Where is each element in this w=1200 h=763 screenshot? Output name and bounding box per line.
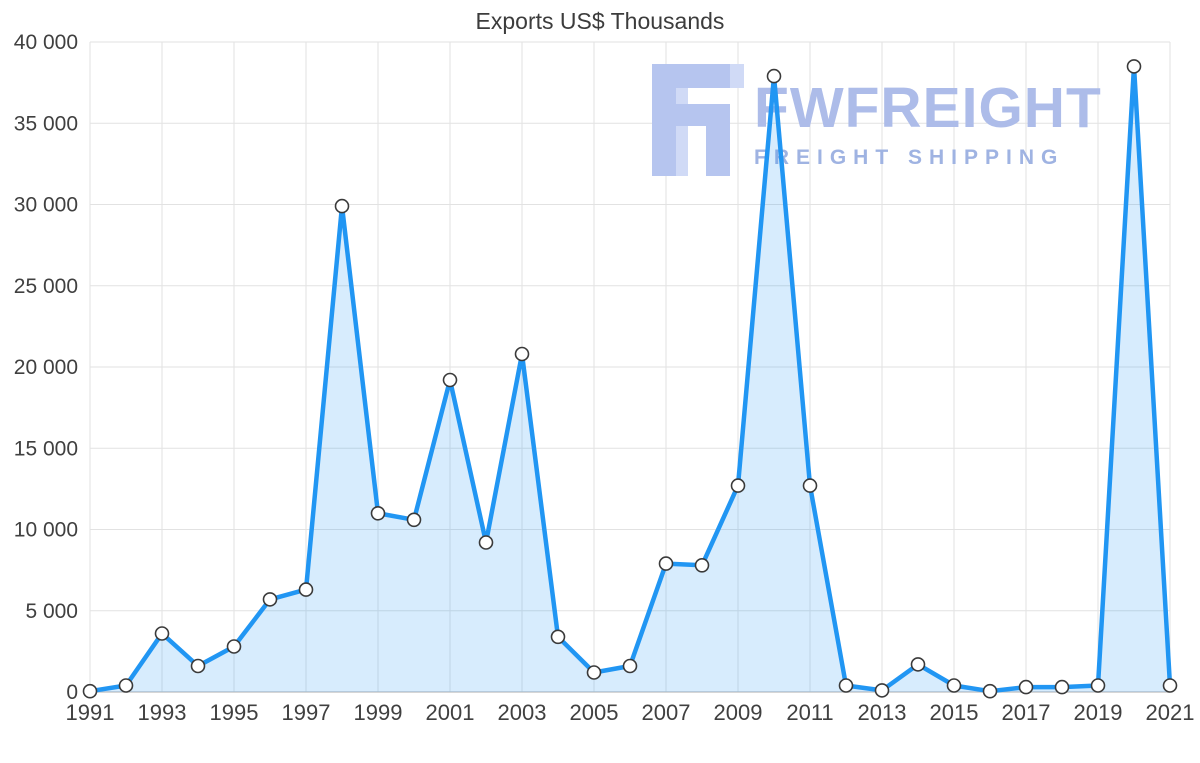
svg-text:2005: 2005 — [570, 700, 619, 725]
svg-text:10 000: 10 000 — [14, 519, 78, 542]
chart-title: Exports US$ Thousands — [475, 8, 725, 34]
svg-text:25 000: 25 000 — [14, 275, 78, 298]
svg-text:5 000: 5 000 — [25, 600, 78, 623]
svg-text:2015: 2015 — [930, 700, 979, 725]
watermark-brand: FWFREIGHT — [754, 76, 1102, 140]
svg-text:2017: 2017 — [1002, 700, 1051, 725]
svg-text:35 000: 35 000 — [14, 112, 78, 135]
svg-text:1993: 1993 — [138, 700, 187, 725]
svg-text:2019: 2019 — [1074, 700, 1123, 725]
svg-text:1991: 1991 — [66, 700, 115, 725]
svg-text:0: 0 — [66, 681, 78, 704]
svg-text:2013: 2013 — [858, 700, 907, 725]
svg-text:2001: 2001 — [426, 700, 475, 725]
svg-text:1997: 1997 — [282, 700, 331, 725]
svg-text:2009: 2009 — [714, 700, 763, 725]
fwfreight-logo-icon — [652, 64, 744, 176]
svg-text:30 000: 30 000 — [14, 194, 78, 217]
svg-text:2007: 2007 — [642, 700, 691, 725]
svg-text:2021: 2021 — [1146, 700, 1195, 725]
watermark: FWFREIGHT FREIGHT SHIPPING — [652, 64, 1126, 176]
svg-text:1995: 1995 — [210, 700, 259, 725]
svg-text:2011: 2011 — [786, 700, 833, 725]
watermark-text-block: FWFREIGHT FREIGHT SHIPPING — [754, 64, 1126, 170]
watermark-tagline: FREIGHT SHIPPING — [754, 146, 1065, 169]
svg-text:40 000: 40 000 — [14, 31, 78, 54]
svg-text:1999: 1999 — [354, 700, 403, 725]
svg-text:2003: 2003 — [498, 700, 547, 725]
svg-text:20 000: 20 000 — [14, 356, 78, 379]
svg-text:15 000: 15 000 — [14, 437, 78, 460]
